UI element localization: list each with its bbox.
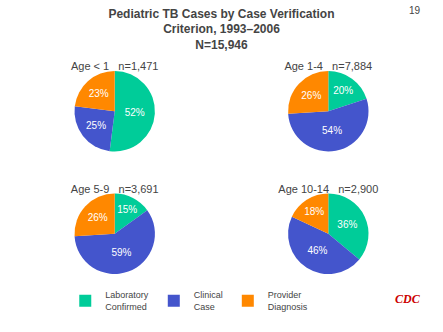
svg-text:Age 1-4 n=7,884: Age 1-4 n=7,884: [284, 60, 372, 72]
svg-text:36%: 36%: [337, 219, 357, 230]
svg-text:26%: 26%: [301, 90, 321, 101]
svg-text:Pediatric TB Cases by Case Ver: Pediatric TB Cases by Case VerificationC…: [108, 7, 334, 52]
svg-text:LaboratoryConfirmed: LaboratoryConfirmed: [105, 290, 149, 312]
svg-text:26%: 26%: [88, 212, 108, 223]
svg-text:Age 10-14 n=2,900: Age 10-14 n=2,900: [278, 183, 378, 195]
svg-text:Age 5-9 n=3,691: Age 5-9 n=3,691: [71, 183, 159, 195]
svg-text:23%: 23%: [89, 88, 109, 99]
svg-text:ProviderDiagnosis: ProviderDiagnosis: [268, 290, 308, 312]
svg-text:18%: 18%: [304, 206, 324, 217]
svg-text:20%: 20%: [333, 85, 353, 96]
svg-text:46%: 46%: [307, 245, 327, 256]
svg-text:52%: 52%: [125, 107, 145, 118]
svg-text:CDC: CDC: [395, 292, 421, 306]
svg-text:15%: 15%: [117, 204, 137, 215]
svg-text:54%: 54%: [322, 125, 342, 136]
svg-text:ClinicalCase: ClinicalCase: [194, 290, 223, 312]
svg-text:59%: 59%: [111, 247, 131, 258]
svg-text:Age < 1 n=1,471: Age < 1 n=1,471: [71, 60, 158, 72]
svg-text:25%: 25%: [86, 120, 106, 131]
svg-text:19: 19: [409, 5, 421, 16]
